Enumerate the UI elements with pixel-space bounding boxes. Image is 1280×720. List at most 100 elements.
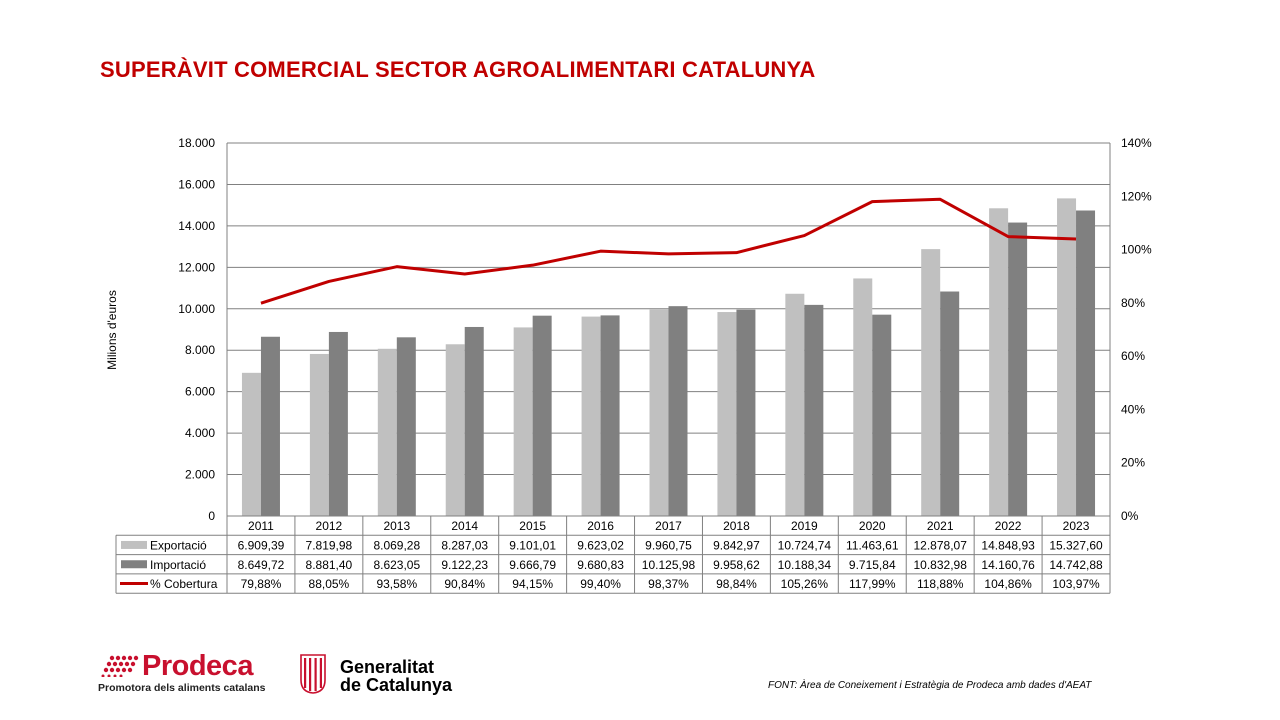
source-note: FONT: Àrea de Coneixement i Estratègia d…	[768, 680, 1092, 691]
tick-labels: 0 2.000 4.000 6.000 8.000 10.000 12.000 14.000 1…	[178, 136, 1152, 523]
data-label: 9.960,75	[645, 538, 692, 552]
y-tick-label: 12.000	[178, 260, 215, 274]
x-tick-label: 2020	[859, 519, 886, 533]
gencat-shield-icon	[300, 654, 326, 694]
data-label: 10.188,34	[778, 558, 832, 572]
bar-importacio	[1008, 222, 1028, 516]
x-tick-label: 2023	[1063, 519, 1090, 533]
y2-tick-label: 60%	[1121, 349, 1145, 363]
prodeca-dots-icon	[101, 655, 139, 677]
bar-importacio	[736, 309, 756, 516]
legend-label: Importació	[150, 558, 206, 572]
y-tick-label: 2.000	[185, 468, 215, 482]
data-label: 98,37%	[648, 577, 689, 591]
bar-importacio	[872, 314, 892, 516]
y2-tick-label: 140%	[1121, 136, 1152, 150]
y-tick-label: 0	[208, 509, 215, 523]
data-label: 88,05%	[309, 577, 350, 591]
data-label: 98,84%	[716, 577, 757, 591]
y2-tick-label: 100%	[1121, 243, 1152, 257]
data-label: 14.160,76	[981, 558, 1035, 572]
data-label: 9.715,84	[849, 558, 896, 572]
bar-exportacio	[989, 208, 1009, 516]
bars	[241, 198, 1096, 517]
data-label: 93,58%	[376, 577, 417, 591]
y-tick-label: 6.000	[185, 385, 215, 399]
chart-title: SUPERÀVIT COMERCIAL SECTOR AGROALIMENTAR…	[100, 57, 816, 82]
data-label: 9.101,01	[509, 538, 556, 552]
prodeca-tagline: Promotora dels aliments catalans	[98, 682, 266, 694]
bar-importacio	[1076, 210, 1096, 517]
x-tick-label: 2012	[316, 519, 343, 533]
data-label: 14.848,93	[981, 538, 1035, 552]
bar-importacio	[532, 315, 552, 516]
x-tick-label: 2015	[519, 519, 546, 533]
bar-importacio	[940, 291, 960, 516]
bar-importacio	[600, 315, 620, 516]
data-label: 8.069,28	[373, 538, 420, 552]
y-tick-label: 10.000	[178, 302, 215, 316]
data-label: 117,99%	[849, 577, 896, 591]
data-label: 9.842,97	[713, 538, 760, 552]
data-label: 9.623,02	[577, 538, 624, 552]
data-label: 94,15%	[512, 577, 553, 591]
x-tick-label: 2011	[248, 519, 274, 533]
bar-exportacio	[785, 293, 805, 516]
y-tick-label: 8.000	[185, 343, 215, 357]
gencat-name-line1: Generalitat	[340, 657, 435, 677]
data-label: 6.909,39	[238, 538, 285, 552]
axes	[226, 143, 1111, 516]
gencat-logo: Generalitat de Catalunya	[300, 654, 460, 699]
data-label: 105,26%	[781, 577, 829, 591]
x-tick-label: 2013	[383, 519, 410, 533]
data-label: 11.463,61	[846, 538, 899, 552]
data-label: 10.832,98	[913, 558, 967, 572]
y-tick-label: 18.000	[178, 136, 215, 150]
data-label: 8.881,40	[306, 558, 353, 572]
bar-exportacio	[445, 344, 465, 516]
data-label: 9.666,79	[509, 558, 556, 572]
x-tick-label: 2017	[655, 519, 682, 533]
data-table: 2011 2012 2013 2014 2015 2016 2017 2018 2019 2020…	[115, 515, 1111, 594]
data-label: 8.649,72	[238, 558, 285, 572]
data-label: 9.122,23	[441, 558, 488, 572]
data-label: 90,84%	[444, 577, 485, 591]
prodeca-name: Prodeca	[142, 650, 253, 682]
data-label: 8.623,05	[373, 558, 420, 572]
data-label: 12.878,07	[913, 538, 967, 552]
x-tick-label: 2019	[791, 519, 818, 533]
bar-importacio	[668, 306, 688, 516]
y-tick-label: 14.000	[178, 219, 215, 233]
x-tick-label: 2014	[451, 519, 478, 533]
bar-exportacio	[581, 316, 601, 516]
y2-tick-label: 0%	[1121, 509, 1139, 523]
y-tick-label: 4.000	[185, 426, 215, 440]
data-label: 99,40%	[580, 577, 621, 591]
data-label: 9.680,83	[577, 558, 624, 572]
data-label: 9.958,62	[713, 558, 760, 572]
legend-label: % Cobertura	[150, 577, 218, 591]
legend-key-exportacio	[121, 540, 147, 549]
gencat-name-line2: de Catalunya	[340, 675, 453, 695]
bar-exportacio	[513, 327, 533, 516]
bar-importacio	[328, 331, 348, 516]
line-cobertura	[260, 197, 1077, 305]
bar-exportacio	[1057, 198, 1077, 517]
x-tick-label: 2016	[587, 519, 614, 533]
y2-tick-label: 20%	[1121, 456, 1145, 470]
legend-label: Exportació	[150, 538, 207, 552]
data-label: 7.819,98	[306, 538, 353, 552]
bar-exportacio	[241, 372, 261, 516]
y2-tick-label: 80%	[1121, 296, 1145, 310]
x-tick-label: 2021	[927, 519, 954, 533]
data-label: 10.724,74	[778, 538, 832, 552]
y-axis-title: Milions d'euros	[105, 290, 119, 370]
cobertura-line	[260, 197, 1077, 305]
legend-key-importacio	[121, 560, 147, 569]
data-label: 118,88%	[917, 577, 964, 591]
y-tick-label: 16.000	[178, 177, 215, 191]
bar-exportacio	[853, 278, 873, 516]
bar-exportacio	[377, 348, 397, 516]
bar-importacio	[464, 326, 484, 516]
